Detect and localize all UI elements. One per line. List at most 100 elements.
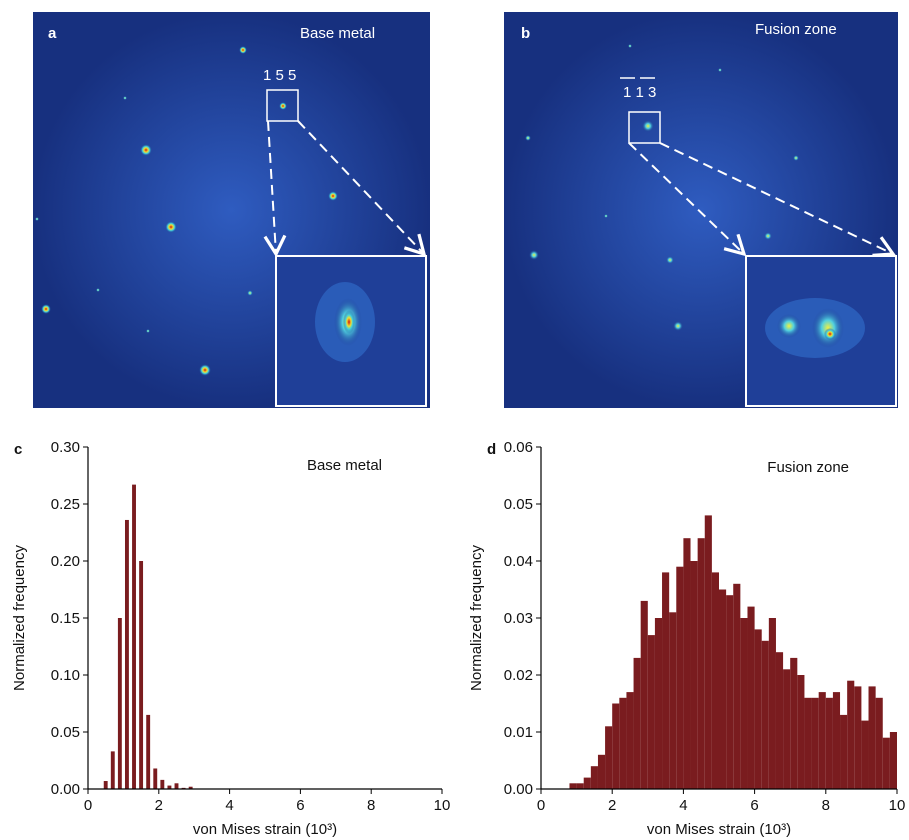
bar	[726, 595, 734, 789]
bar	[662, 572, 670, 789]
bar	[139, 561, 144, 789]
bar	[597, 754, 606, 789]
bar	[832, 692, 841, 789]
x-tick-label: 8	[822, 797, 830, 814]
x-tick-label: 6	[750, 797, 758, 814]
bar	[690, 561, 698, 789]
bar	[132, 484, 136, 789]
bar	[818, 692, 826, 789]
y-axis-label: Normalized frequency	[11, 545, 28, 691]
bar	[160, 779, 165, 789]
bar	[790, 657, 798, 789]
bar	[697, 538, 705, 789]
y-tick-label: 0.00	[51, 781, 80, 798]
x-tick-label: 6	[296, 797, 304, 814]
bar	[167, 785, 172, 789]
x-tick-label: 8	[367, 797, 375, 814]
image-title: Base metal	[300, 25, 375, 42]
y-tick-label: 0.10	[51, 667, 80, 684]
bar	[626, 692, 634, 789]
zone-index: 1 5 5	[263, 67, 296, 84]
y-tick-label: 0.15	[51, 610, 80, 627]
y-tick-label: 0.01	[504, 724, 533, 741]
bar	[583, 777, 591, 789]
y-tick-label: 0.02	[504, 667, 533, 684]
bar	[854, 686, 862, 789]
y-tick-label: 0.25	[51, 496, 80, 513]
bar	[174, 783, 179, 789]
y-tick-label: 0.06	[504, 439, 533, 456]
y-tick-label: 0.20	[51, 553, 80, 570]
bar	[619, 697, 627, 789]
bar	[847, 680, 855, 789]
y-tick-label: 0.05	[504, 496, 533, 513]
bar	[188, 786, 193, 789]
x-tick-label: 10	[889, 797, 906, 814]
y-tick-label: 0.04	[504, 553, 533, 570]
bar	[761, 640, 769, 789]
bar	[612, 703, 620, 789]
bar	[683, 538, 691, 789]
chart-title: Base metal	[307, 457, 382, 474]
y-tick-label: 0.03	[504, 610, 533, 627]
x-tick-label: 4	[679, 797, 687, 814]
bar	[868, 686, 876, 789]
bar	[825, 697, 833, 789]
y-tick-label: 0.00	[504, 781, 533, 798]
x-tick-label: 2	[608, 797, 616, 814]
bar	[882, 737, 890, 789]
y-tick-label: 0.05	[51, 724, 80, 741]
bar	[875, 697, 883, 789]
zone-index: 1 1 3	[623, 84, 656, 101]
bar	[676, 566, 684, 789]
image-title: Fusion zone	[755, 21, 837, 38]
bar	[110, 751, 115, 789]
bar	[146, 714, 151, 789]
panel-label: c	[14, 441, 22, 458]
bar	[747, 606, 755, 789]
bar	[840, 714, 848, 789]
x-tick-label: 0	[537, 797, 545, 814]
bar	[569, 783, 577, 789]
bar	[647, 635, 655, 789]
diffraction-image-a: a Base metal 1 5 5	[33, 12, 430, 408]
x-tick-label: 2	[155, 797, 163, 814]
bar	[103, 781, 108, 789]
bar	[124, 519, 129, 789]
bar	[704, 515, 712, 789]
x-axis-label: von Mises strain (10³)	[647, 821, 791, 838]
bar	[669, 612, 677, 789]
bar	[768, 618, 776, 789]
panel-label: a	[48, 25, 57, 42]
bar	[754, 629, 762, 789]
x-tick-label: 0	[84, 797, 92, 814]
chart-title: Fusion zone	[767, 459, 849, 476]
bar	[811, 697, 819, 789]
bar	[719, 589, 727, 789]
bar	[861, 720, 869, 789]
panel-label: d	[487, 441, 496, 458]
bar	[605, 726, 613, 789]
panel-label: b	[521, 25, 530, 42]
bar	[775, 652, 784, 789]
bar	[117, 618, 122, 789]
y-axis-label: Normalized frequency	[468, 545, 485, 691]
bar	[740, 618, 748, 789]
x-tick-label: 4	[225, 797, 233, 814]
bar	[733, 583, 741, 789]
x-axis-label: von Mises strain (10³)	[193, 821, 337, 838]
bar	[654, 618, 663, 789]
bar	[889, 732, 897, 789]
bar	[153, 768, 158, 789]
bar	[640, 600, 648, 789]
bar	[590, 766, 598, 789]
bar	[804, 697, 812, 789]
y-tick-label: 0.30	[51, 439, 80, 456]
x-tick-label: 10	[434, 797, 451, 814]
bar	[783, 669, 791, 789]
diffraction-image-b: b Fusion zone 1 1 3	[504, 12, 898, 408]
bar	[711, 572, 719, 789]
bar	[633, 657, 641, 789]
bar	[797, 675, 805, 789]
